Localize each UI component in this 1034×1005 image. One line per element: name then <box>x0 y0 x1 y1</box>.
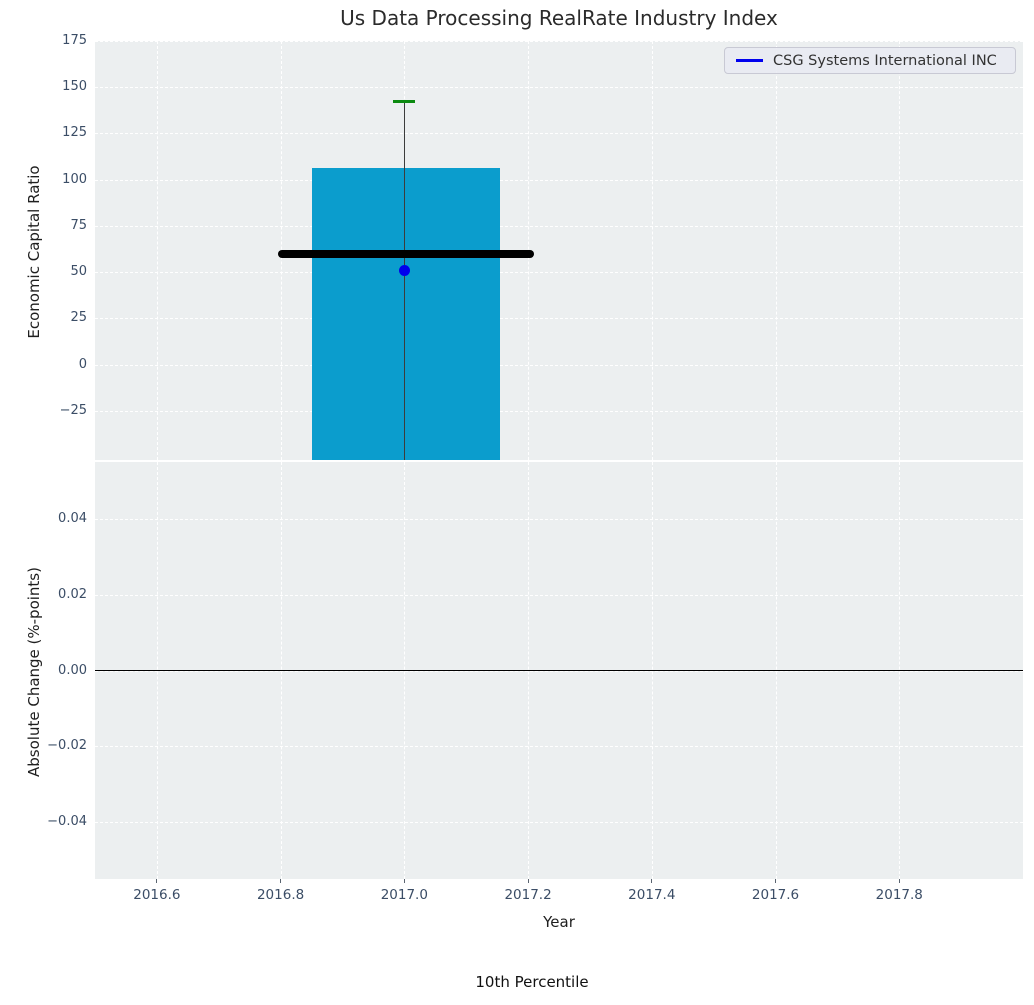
x-tick-mark <box>280 879 282 883</box>
x-axis-label: Year <box>543 913 575 931</box>
gridline <box>95 225 1023 227</box>
y-tick-label: 75 <box>70 217 87 233</box>
legend-line-swatch <box>736 59 763 62</box>
x-tick-label: 2017.0 <box>380 887 428 903</box>
y-tick-label: 25 <box>70 310 87 326</box>
y-tick-label: −25 <box>59 402 87 418</box>
y-tick-label: 150 <box>62 79 87 95</box>
gridline <box>95 822 1023 824</box>
gridline <box>775 41 777 460</box>
gridline <box>95 133 1023 135</box>
legend-label: CSG Systems International INC <box>773 52 997 69</box>
y-tick-label: 125 <box>62 125 87 141</box>
gridline <box>95 518 1023 520</box>
x-tick-label: 2016.8 <box>256 887 305 903</box>
legend: CSG Systems International INC <box>724 47 1016 74</box>
gridline <box>95 318 1023 320</box>
bottom-axes-panel <box>95 462 1023 879</box>
x-tick-mark <box>527 879 529 883</box>
x-tick-mark <box>898 879 900 883</box>
y-tick-label: 100 <box>62 171 87 187</box>
gridline <box>95 746 1023 748</box>
x-tick-mark <box>775 879 777 883</box>
p10-footer-annotation: 10th Percentile <box>475 973 589 991</box>
x-tick-mark <box>156 879 158 883</box>
gridline <box>95 364 1023 366</box>
y-tick-label: −0.02 <box>47 738 87 754</box>
gridline <box>95 410 1023 412</box>
gridline <box>95 87 1023 89</box>
y-tick-label: 0.04 <box>58 510 87 526</box>
gridline <box>95 41 1023 42</box>
gridline <box>95 179 1023 181</box>
x-tick-label: 2017.4 <box>628 887 676 903</box>
y-tick-label: −0.04 <box>47 814 87 830</box>
x-tick-mark <box>403 879 405 883</box>
gridline <box>95 272 1023 274</box>
company-point <box>398 264 410 276</box>
top-axes-panel <box>95 41 1023 460</box>
y-tick-label: 50 <box>70 264 87 280</box>
x-tick-label: 2017.6 <box>751 887 800 903</box>
y-tick-label: 0.02 <box>58 586 87 602</box>
x-tick-label: 2016.6 <box>133 887 181 903</box>
p90-cap <box>393 99 416 104</box>
gridline <box>651 41 653 460</box>
y-tick-label: 175 <box>62 33 87 48</box>
gridline <box>899 41 901 460</box>
x-tick-label: 2017.2 <box>504 887 552 903</box>
zero-line <box>95 669 1023 672</box>
iqr-bar <box>311 168 501 460</box>
y-tick-label: 0.00 <box>58 662 87 678</box>
gridline <box>156 41 158 460</box>
median-line <box>277 249 535 258</box>
x-tick-label: 2017.8 <box>875 887 923 903</box>
x-tick-mark <box>651 879 653 883</box>
gridline <box>95 594 1023 596</box>
chart-title: Us Data Processing RealRate Industry Ind… <box>340 6 778 30</box>
whisker-line <box>403 101 406 460</box>
y-tick-label: 0 <box>78 356 87 372</box>
